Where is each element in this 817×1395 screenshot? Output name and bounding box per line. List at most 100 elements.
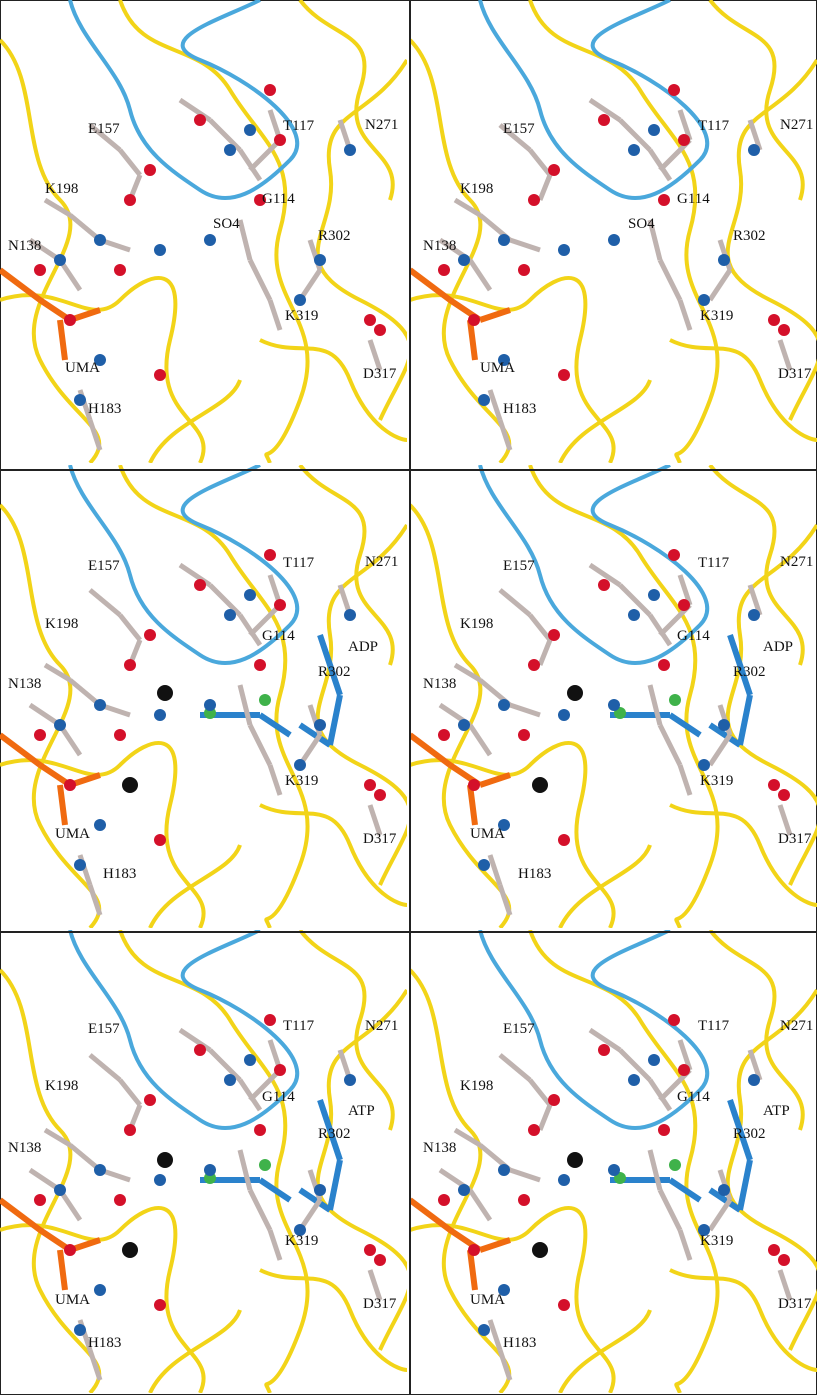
residue-label: ADP (348, 639, 378, 655)
atom (364, 779, 376, 791)
metal (157, 1152, 173, 1168)
atom (518, 1194, 530, 1206)
residue-label: K319 (700, 1233, 733, 1249)
atom (598, 114, 610, 126)
atom (658, 1124, 670, 1136)
residue-label: K198 (45, 616, 78, 632)
atom (194, 114, 206, 126)
atom (548, 629, 560, 641)
residue-label: UMA (65, 360, 100, 376)
atom (54, 1184, 66, 1196)
atom (608, 1164, 620, 1176)
atom (628, 609, 640, 621)
atom (558, 1174, 570, 1186)
atom (438, 729, 450, 741)
atom (668, 1014, 680, 1026)
atom (558, 369, 570, 381)
atom (468, 779, 480, 791)
atom (194, 1044, 206, 1056)
atom (608, 234, 620, 246)
atom (34, 1194, 46, 1206)
phosphorus (669, 1159, 681, 1171)
atom (224, 144, 236, 156)
metal (532, 1242, 548, 1258)
atom (778, 789, 790, 801)
atom (668, 84, 680, 96)
atom (34, 264, 46, 276)
residue-label: G114 (677, 628, 710, 644)
residue-label: N271 (780, 1018, 813, 1034)
atom (144, 1094, 156, 1106)
atom (628, 1074, 640, 1086)
atom (344, 144, 356, 156)
atom (244, 589, 256, 601)
residue-label: G114 (677, 191, 710, 207)
atom (344, 1074, 356, 1086)
atom (658, 659, 670, 671)
residue-label: H183 (503, 401, 536, 417)
residue-label: E157 (503, 1021, 535, 1037)
atom (154, 244, 166, 256)
atom (748, 609, 760, 621)
metal (122, 1242, 138, 1258)
residue-label: D317 (778, 831, 812, 847)
residue-label: T117 (698, 1018, 730, 1034)
atom (54, 254, 66, 266)
residue-label: K319 (700, 308, 733, 324)
atom (274, 599, 286, 611)
residue-label: G114 (677, 1089, 710, 1105)
metal (122, 777, 138, 793)
phosphorus (259, 694, 271, 706)
residue-label: UMA (55, 826, 90, 842)
atom (64, 779, 76, 791)
atom (458, 1184, 470, 1196)
atom (204, 234, 216, 246)
atom (204, 699, 216, 711)
residue-label: UMA (55, 1292, 90, 1308)
atom (374, 324, 386, 336)
atom (274, 134, 286, 146)
residue-label: ATP (348, 1103, 375, 1119)
residue-label: N271 (780, 554, 813, 570)
atom (778, 1254, 790, 1266)
residue-label: N138 (423, 238, 456, 254)
atom (344, 609, 356, 621)
residue-label: UMA (480, 360, 515, 376)
atom (648, 1054, 660, 1066)
atom (468, 1244, 480, 1256)
atom (458, 719, 470, 731)
atom (314, 254, 326, 266)
residue-label: G114 (262, 1089, 295, 1105)
atom (154, 709, 166, 721)
atom (498, 234, 510, 246)
atom (374, 789, 386, 801)
atom (224, 1074, 236, 1086)
atom (678, 599, 690, 611)
phosphorus (259, 1159, 271, 1171)
atom (558, 1299, 570, 1311)
residue-label: K198 (460, 616, 493, 632)
atom (558, 834, 570, 846)
residue-label: N138 (423, 676, 456, 692)
atom (628, 144, 640, 156)
atom (114, 1194, 126, 1206)
atom (598, 579, 610, 591)
residue-label: N271 (365, 1018, 398, 1034)
atom (124, 1124, 136, 1136)
atom (94, 699, 106, 711)
atom (438, 1194, 450, 1206)
atom (458, 254, 470, 266)
residue-label: N138 (423, 1140, 456, 1156)
atom (468, 314, 480, 326)
atom (124, 659, 136, 671)
atom (768, 1244, 780, 1256)
residue-label: K198 (45, 1078, 78, 1094)
residue-label: H183 (88, 1335, 121, 1351)
atom (548, 1094, 560, 1106)
residue-label: D317 (363, 1296, 397, 1312)
residue-label: K319 (285, 308, 318, 324)
residue-label: D317 (778, 366, 812, 382)
atom (548, 164, 560, 176)
metal (567, 685, 583, 701)
atom (264, 84, 276, 96)
